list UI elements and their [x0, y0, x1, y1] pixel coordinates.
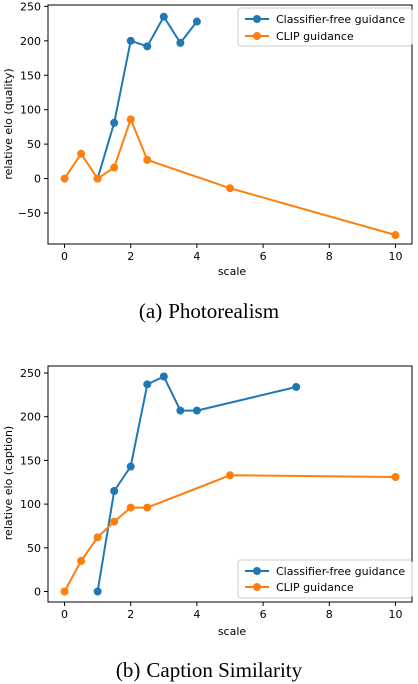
legend-label-classifier-a: Classifier-free guidance — [276, 13, 405, 26]
x-tick-label-b: 8 — [326, 608, 333, 621]
x-tick-label-b: 6 — [260, 608, 267, 621]
caption-a: (a) Photorealism — [139, 299, 279, 323]
x-tick-label-b: 10 — [388, 608, 402, 621]
data-point-clip-b — [60, 587, 69, 596]
data-point-classifier-free-a — [192, 17, 201, 26]
data-point-clip-b — [77, 556, 86, 565]
y-tick-label-a: 200 — [20, 35, 41, 48]
caption-b: (b) Caption Similarity — [116, 658, 303, 682]
y-tick-label-a: 100 — [20, 104, 41, 117]
data-point-clip-a — [60, 174, 69, 183]
legend-a: Classifier-free guidance CLIP guidance — [237, 7, 413, 47]
legend-label-classifier-b: Classifier-free guidance — [276, 565, 405, 578]
x-tick-label-a: 10 — [388, 250, 402, 263]
y-axis-label-a: relative elo (quality) — [2, 68, 15, 179]
y-tick-label-a: −50 — [18, 207, 41, 220]
legend-marker-clip-b — [253, 583, 261, 591]
series-line-clip-b — [63, 474, 396, 592]
data-point-classifier-free-b — [93, 587, 102, 596]
data-point-clip-a — [226, 184, 234, 193]
data-point-classifier-free-b — [143, 380, 152, 389]
x-tick-label-b: 4 — [193, 608, 200, 621]
data-point-classifier-free-b — [126, 462, 135, 471]
data-point-classifier-free-b — [159, 372, 168, 381]
plot-area-b — [47, 365, 413, 603]
data-point-clip-b — [226, 471, 234, 480]
x-axis-label-a: scale — [218, 265, 247, 278]
data-point-classifier-free-a — [176, 38, 185, 47]
data-point-clip-a — [110, 163, 119, 172]
y-tick-label-b: 200 — [20, 411, 41, 424]
y-tick-label-b: 150 — [20, 454, 41, 467]
y-tick-label-b: 0 — [34, 586, 41, 599]
data-point-clip-a — [143, 155, 152, 164]
data-point-classifier-free-b — [292, 382, 301, 391]
data-point-classifier-free-a — [110, 118, 119, 127]
x-tick-label-a: 2 — [127, 250, 134, 263]
chart-caption-similarity: scale relative elo (caption) (b) Caption … — [2, 365, 413, 682]
legend-marker-clip-a — [253, 32, 261, 40]
data-point-classifier-free-a — [143, 42, 152, 51]
plot-area-a — [47, 4, 413, 245]
legend-label-clip-a: CLIP guidance — [276, 30, 354, 43]
data-point-clip-a — [93, 174, 102, 183]
data-point-classifier-free-a — [126, 36, 135, 45]
data-point-clip-b — [391, 473, 400, 482]
data-point-classifier-free-b — [192, 406, 201, 415]
legend-box-a — [237, 7, 413, 47]
data-point-clip-b — [143, 503, 152, 512]
legend-box-b — [237, 559, 413, 599]
y-tick-label-a: 150 — [20, 69, 41, 82]
x-tick-label-a: 0 — [61, 250, 68, 263]
y-tick-label-a: 50 — [27, 138, 41, 151]
chart-photorealism: scale relative elo (quality) (a) Photorea… — [2, 4, 413, 323]
x-tick-label-a: 4 — [193, 250, 200, 263]
legend-b: Classifier-free guidance CLIP guidance — [237, 559, 413, 599]
x-tick-label-b: 0 — [61, 608, 68, 621]
caption-label-b: (b) — [116, 658, 141, 682]
y-axis-label-b: relative elo (caption) — [2, 426, 15, 540]
y-tick-label-b: 250 — [20, 367, 41, 380]
data-point-classifier-free-b — [110, 486, 119, 495]
data-point-clip-a — [391, 231, 400, 240]
y-tick-label-b: 100 — [20, 498, 41, 511]
data-point-classifier-free-a — [159, 12, 168, 21]
y-tick-label-a: 0 — [34, 173, 41, 186]
legend-marker-classifier-b — [253, 567, 261, 575]
x-tick-label-a: 6 — [260, 250, 267, 263]
data-point-clip-b — [93, 533, 102, 542]
data-point-clip-b — [126, 503, 135, 512]
legend-marker-classifier-a — [253, 15, 261, 23]
y-tick-label-b: 50 — [27, 542, 41, 555]
caption-label-a: (a) — [139, 299, 162, 323]
data-point-clip-b — [110, 517, 119, 526]
data-point-clip-a — [126, 115, 135, 124]
series-line-clip-a — [63, 116, 396, 236]
caption-text-b: Caption Similarity — [146, 658, 302, 682]
x-axis-label-b: scale — [218, 625, 247, 638]
x-tick-label-b: 2 — [127, 608, 134, 621]
caption-text-a: Photorealism — [168, 299, 279, 323]
data-point-clip-a — [77, 149, 86, 158]
legend-label-clip-b: CLIP guidance — [276, 581, 354, 594]
y-tick-label-a: 250 — [20, 0, 41, 13]
data-point-classifier-free-b — [176, 406, 185, 415]
x-tick-label-a: 8 — [326, 250, 333, 263]
